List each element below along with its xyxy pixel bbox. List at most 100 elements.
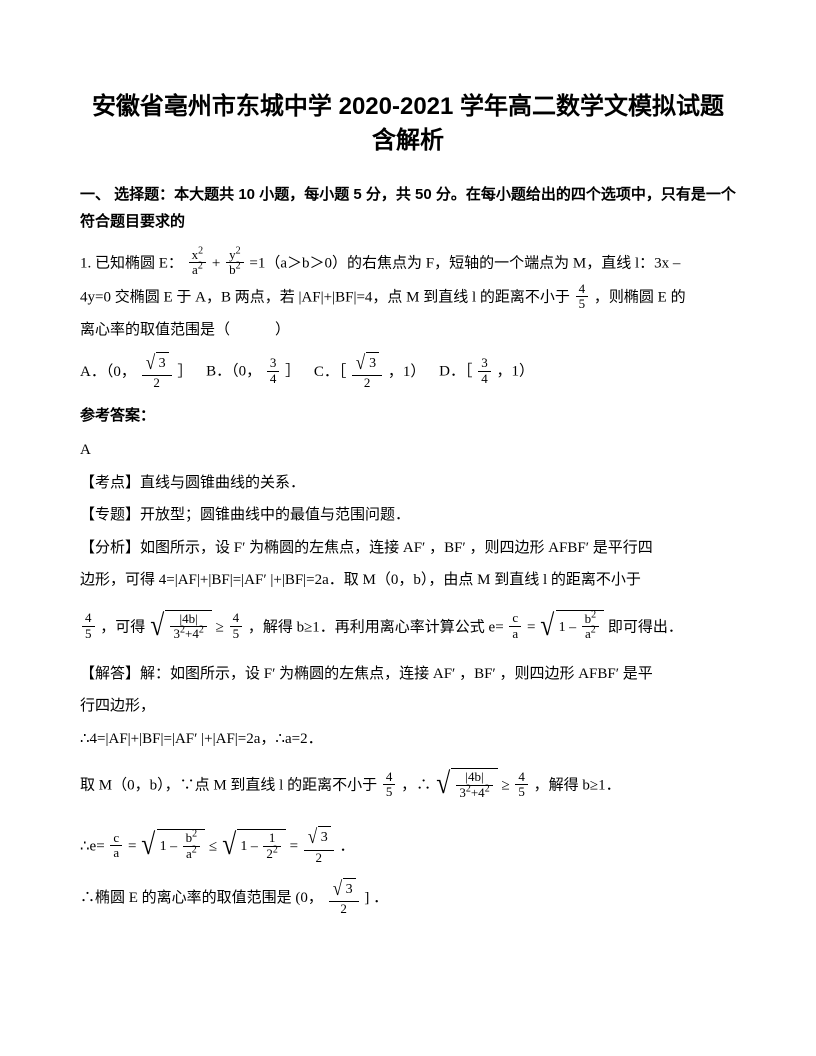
num: 4 — [82, 611, 95, 626]
frac-sqrt3-2: √3 2 — [352, 352, 382, 391]
frac-b2-a2: b2 a2 — [183, 831, 201, 861]
frac-4-5: 4 5 — [82, 611, 95, 641]
interval-open: (0， — [295, 890, 323, 906]
jieda-4: 取 M（0，b），∵点 M 到直线 l 的距离不小于 4 5 ，∴ √ |4b|… — [80, 757, 736, 814]
den: 4 — [267, 372, 280, 386]
radicand: 3 — [318, 826, 331, 849]
one: 1 — [559, 620, 566, 635]
section-1-heading: 一、 选择题：本大题共 10 小题，每小题 5 分，共 50 分。在每小题给出的… — [80, 181, 736, 235]
opt-text: D．［ — [439, 364, 472, 380]
frac-x2a2: x2 a2 — [189, 248, 207, 278]
eq-sign: = — [128, 838, 136, 854]
radicand: 3 — [366, 352, 379, 375]
q1-text: ，则椭圆 E 的 — [594, 289, 686, 305]
den: 2 — [329, 902, 359, 916]
d2: +4 — [471, 785, 485, 800]
jieda-1: 【解答】解：如图所示，设 F′ 为椭圆的左焦点，连接 AF′ ，BF′ ，则四边… — [80, 660, 736, 689]
frac-sqrt3-2: √3 2 — [304, 826, 334, 865]
ge-sign: ≥ — [216, 619, 224, 635]
sqrt-icon: √3 — [332, 878, 356, 901]
frac-4b-32-42: |4b| 32+42 — [456, 770, 492, 800]
jieda-5: ∴e= c a = √ 1 – b2 a2 ≤ √ 1 – 1 22 = √3 … — [80, 818, 736, 875]
q1-text: =1（a＞b＞0）的右焦点为 F，短轴的一个端点为 M，直线 l：3x – — [249, 256, 680, 272]
plus: + — [212, 256, 220, 272]
one: 1 — [240, 839, 247, 854]
sqrt-icon: √ 1 – b2 a2 — [539, 599, 604, 656]
den: 2 — [142, 376, 172, 390]
frac-1-22: 1 22 — [263, 831, 281, 861]
sup: 2 — [273, 844, 278, 855]
opt-text: ，1） — [496, 364, 534, 380]
sup: 2 — [198, 246, 203, 257]
num: c — [509, 611, 521, 626]
page: 安徽省亳州市东城中学 2020-2021 学年高二数学文模拟试题含解析 一、 选… — [0, 0, 816, 982]
text: ∴椭圆 E 的离心率的取值范围是 — [80, 890, 292, 906]
opt-text: C．［ — [314, 364, 347, 380]
sqrt-icon: √ 1 – 1 22 — [221, 818, 286, 875]
den: 5 — [515, 785, 528, 799]
frac-4-5: 4 5 — [230, 611, 243, 641]
opt-text: B．（0， — [206, 364, 261, 380]
opt-text: ，1） — [388, 364, 426, 380]
zhuanti: 【专题】开放型；圆锥曲线中的最值与范围问题． — [80, 501, 736, 530]
jieda-6: ∴椭圆 E 的离心率的取值范围是 (0， √3 2 ] ． — [80, 879, 736, 918]
num: c — [110, 831, 122, 846]
frac-sqrt3-2: √3 2 — [329, 878, 359, 917]
fenxi-3: 4 5 ，可得 √ |4b| 32+42 ≥ 4 5 ，解得 b≥1．再利用离心… — [80, 599, 736, 656]
sup: 2 — [236, 246, 241, 257]
sup: 2 — [199, 625, 204, 636]
frac-4-5: 4 5 — [515, 770, 528, 800]
sqrt-icon: √ 1 – b2 a2 — [140, 818, 205, 875]
num: 4 — [576, 282, 589, 297]
dot: ． — [340, 838, 355, 854]
num: 4 — [383, 770, 396, 785]
sup: 2 — [485, 783, 490, 794]
den: a — [110, 846, 122, 860]
dot: ． — [373, 890, 388, 906]
den: a — [509, 627, 521, 641]
den: 5 — [383, 785, 396, 799]
frac-4-5: 4 5 — [383, 770, 396, 800]
frac-sqrt3-2: √3 2 — [142, 352, 172, 391]
opt-text: ］ — [285, 364, 300, 380]
sqrt-icon: √3 — [307, 826, 331, 849]
q1-line1: 1. 已知椭圆 E： x2 a2 + y2 b2 =1（a＞b＞0）的右焦点为 … — [80, 249, 736, 279]
frac-c-a: c a — [509, 611, 521, 641]
den: 5 — [82, 627, 95, 641]
fenxi-2: 边形，可得 4=|AF|+|BF|=|AF′ |+|BF|=2a．取 M（0，b… — [80, 566, 736, 595]
den: 5 — [230, 627, 243, 641]
den: 5 — [576, 297, 589, 311]
interval-close: ] — [364, 890, 369, 906]
frac-4-5: 4 5 — [576, 282, 589, 312]
text: ，∴ — [401, 777, 431, 793]
num: 3 — [478, 356, 491, 371]
frac-y2b2: y2 b2 — [226, 248, 244, 278]
den: 2 — [352, 376, 382, 390]
option-row: A．（0， √3 2 ］ B．（0， 3 4 ］ C．［ √3 2 ，1） D．… — [80, 353, 736, 392]
sqrt-icon: √ |4b| 32+42 — [435, 757, 498, 814]
sup: 2 — [236, 261, 241, 272]
ge-sign: ≥ — [501, 777, 509, 793]
doc-title: 安徽省亳州市东城中学 2020-2021 学年高二数学文模拟试题含解析 — [80, 90, 736, 157]
sqrt-icon: √3 — [145, 352, 169, 375]
kaodian: 【考点】直线与圆锥曲线的关系． — [80, 469, 736, 498]
sqrt-icon: √3 — [355, 352, 379, 375]
q1-text: 1. 已知椭圆 E： — [80, 256, 183, 272]
frac-b2-a2: b2 a2 — [582, 612, 600, 642]
q1-line2: 4y=0 交椭圆 E 于 A，B 两点，若 |AF|+|BF|=4，点 M 到直… — [80, 283, 736, 313]
sup: 2 — [591, 625, 596, 636]
q1-text: 4y=0 交椭圆 E 于 A，B 两点，若 |AF|+|BF|=4，点 M 到直… — [80, 289, 570, 305]
eq-sign: = — [527, 619, 535, 635]
text: ，解得 b≥1．再利用离心率计算公式 e= — [248, 619, 504, 635]
frac-4b-32-42: |4b| 32+42 — [170, 612, 206, 642]
one: 1 — [160, 839, 167, 854]
fenxi-1: 【分析】如图所示，设 F′ 为椭圆的左焦点，连接 AF′ ，BF′ ，则四边形 … — [80, 534, 736, 563]
opt-text: ］ — [177, 364, 192, 380]
sup: 2 — [591, 609, 596, 620]
frac-3-4: 3 4 — [478, 356, 491, 386]
den: 2 — [304, 851, 334, 865]
answer-heading: 参考答案： — [80, 402, 736, 431]
num: 3 — [267, 356, 280, 371]
den: 4 — [478, 372, 491, 386]
option-a: A．（0， √3 2 ］ — [80, 353, 192, 392]
